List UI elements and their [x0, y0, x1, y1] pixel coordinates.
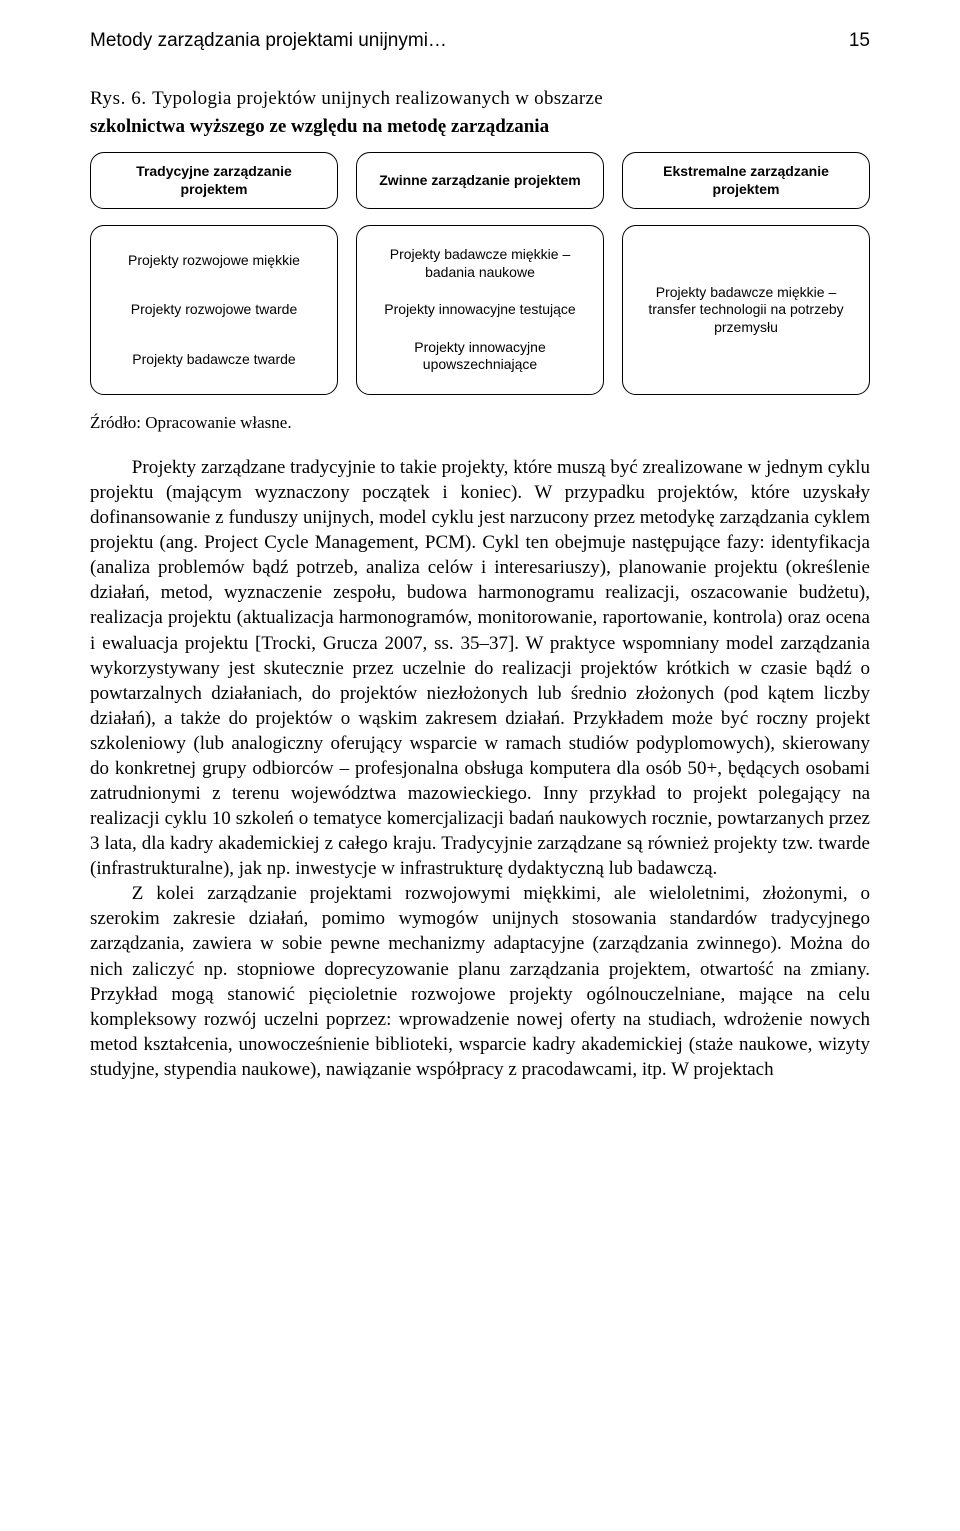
- diagram-item: Projekty badawcze miękkie – badania nauk…: [369, 246, 591, 281]
- figure-title: szkolnictwa wyższego ze względu na metod…: [90, 116, 870, 138]
- diagram-item: Projekty innowacyjne upowszechniające: [369, 339, 591, 374]
- figure-source: Źródło: Opracowanie własne.: [90, 413, 870, 433]
- diagram-item: Projekty innowacyjne testujące: [369, 301, 591, 319]
- body-box-traditional: Projekty rozwojowe miękkie Projekty rozw…: [90, 225, 338, 395]
- paragraph: Projekty zarządzane tradycyjnie to takie…: [90, 455, 870, 881]
- diagram-item: Projekty badawcze miękkie – transfer tec…: [635, 284, 857, 337]
- header-box-traditional: Tradycyjne zarządzanie projektem: [90, 152, 338, 209]
- body-text: Projekty zarządzane tradycyjnie to takie…: [90, 455, 870, 1082]
- figure-caption: Rys. 6. Typologia projektów unijnych rea…: [90, 88, 870, 110]
- diagram-item: Projekty badawcze twarde: [103, 351, 325, 369]
- typology-diagram: Tradycyjne zarządzanie projektem Zwinne …: [90, 152, 870, 395]
- body-box-agile: Projekty badawcze miękkie – badania nauk…: [356, 225, 604, 395]
- header-box-agile: Zwinne zarządzanie projektem: [356, 152, 604, 209]
- figure-caption-runin: Rys. 6.: [90, 88, 152, 109]
- body-box-extreme: Projekty badawcze miękkie – transfer tec…: [622, 225, 870, 395]
- diagram-item: Projekty rozwojowe twarde: [103, 301, 325, 319]
- page: Metody zarządzania projektami unijnymi… …: [0, 0, 960, 1132]
- diagram-header-row: Tradycyjne zarządzanie projektem Zwinne …: [90, 152, 870, 209]
- header-box-extreme: Ekstremalne zarządzanie projektem: [622, 152, 870, 209]
- diagram-body-row: Projekty rozwojowe miękkie Projekty rozw…: [90, 225, 870, 395]
- page-number: 15: [849, 30, 870, 52]
- running-head-left: Metody zarządzania projektami unijnymi…: [90, 30, 447, 52]
- running-head: Metody zarządzania projektami unijnymi… …: [90, 30, 870, 52]
- paragraph: Z kolei zarządzanie projektami rozwojowy…: [90, 881, 870, 1082]
- diagram-item: Projekty rozwojowe miękkie: [103, 252, 325, 270]
- figure-caption-rest: Typologia projektów unijnych realizowany…: [152, 88, 603, 109]
